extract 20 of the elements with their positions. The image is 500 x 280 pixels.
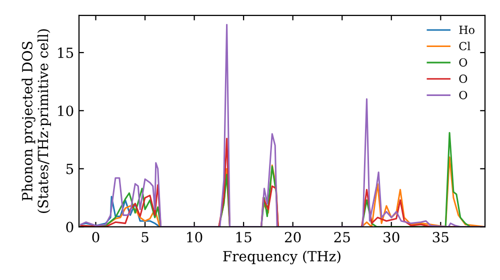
x-tick-label: 35 — [432, 232, 448, 242]
legend-label: Cl — [459, 42, 470, 50]
legend-label: O — [459, 74, 468, 83]
x-tick-label: 10 — [187, 232, 202, 242]
legend-label: Ho — [459, 26, 474, 34]
x-tick-label: 0 — [92, 232, 100, 242]
y-tick-label: 0 — [66, 222, 74, 232]
legend-label: O — [459, 90, 468, 100]
x-tick-label: 30 — [384, 232, 400, 242]
y-axis-title: Phonon projected DOS (States/THz·primitive cell) — [22, 29, 51, 213]
x-tick-label: 20 — [284, 232, 301, 242]
x-axis-title: Frequency (THz) — [223, 250, 340, 264]
legend-label: O — [459, 58, 468, 67]
line-series — [80, 196, 161, 227]
x-tick-label: 5 — [142, 232, 148, 242]
x-tick-label: 25 — [334, 232, 350, 242]
x-tick-label: 15 — [236, 232, 252, 242]
y-tick-label: 5 — [66, 164, 74, 174]
y-tick-label: 10 — [58, 106, 74, 116]
y-tick-label: 15 — [58, 48, 74, 58]
